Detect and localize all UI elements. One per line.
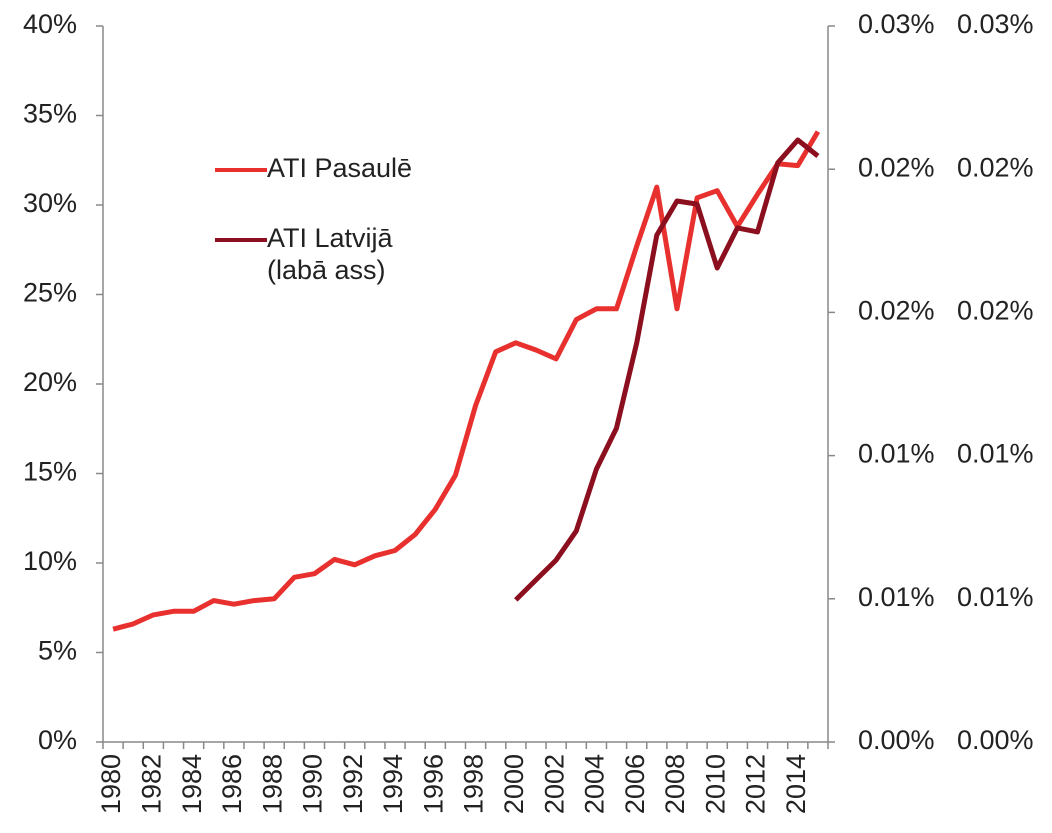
legend-label: ATI Latvijā (labā ass) <box>267 223 393 285</box>
x-tick-label: 1986 <box>217 754 247 814</box>
legend-swatch <box>215 238 267 242</box>
y-tick-label: 10% <box>23 546 77 576</box>
y2-tick-label: 0.01% <box>957 439 1034 469</box>
y2-tick-label: 0.02% <box>957 296 1034 326</box>
legend-label: ATI Pasaulē <box>267 153 413 183</box>
y2-tick-label: 0.02% <box>858 152 935 182</box>
y-tick-label: 40% <box>23 9 77 39</box>
y2-tick-label: 0.03% <box>858 9 935 39</box>
y-tick-label: 20% <box>23 367 77 397</box>
y-tick-label: 30% <box>23 188 77 218</box>
x-tick-label: 1996 <box>418 754 448 814</box>
y2-tick-label: 0.01% <box>858 582 935 612</box>
x-tick-label: 1980 <box>96 754 126 814</box>
y2-tick-label: 0.00% <box>858 725 935 755</box>
series-line <box>514 137 820 602</box>
legend-item: ATI Latvijā (labā ass) <box>215 222 412 286</box>
x-tick-label: 1988 <box>257 754 287 814</box>
y2-tick-label: 0.00% <box>957 725 1034 755</box>
y-tick-label: 25% <box>23 278 77 308</box>
y-tick-label: 0% <box>38 725 77 755</box>
x-tick-label: 1994 <box>378 754 408 814</box>
legend-swatch <box>215 168 267 172</box>
x-tick-label: 1982 <box>136 754 166 814</box>
legend-item: ATI Pasaulē <box>215 152 412 184</box>
y2-tick-label: 0.01% <box>957 582 1034 612</box>
legend: ATI Pasaulē ATI Latvijā (labā ass) <box>215 152 412 324</box>
x-tick-label: 2014 <box>781 754 811 814</box>
y2-tick-label: 0.01% <box>858 439 935 469</box>
y2-tick-label: 0.02% <box>957 152 1034 182</box>
x-tick-label: 2002 <box>539 754 569 814</box>
y-tick-label: 5% <box>38 636 77 666</box>
series-line <box>112 130 821 632</box>
y2-tick-label: 0.03% <box>957 9 1034 39</box>
x-tick-label: 2008 <box>660 754 690 814</box>
x-tick-label: 1984 <box>177 754 207 814</box>
x-tick-label: 2004 <box>580 754 610 814</box>
y-tick-label: 35% <box>23 99 77 129</box>
x-tick-label: 2006 <box>620 754 650 814</box>
x-tick-label: 2010 <box>700 754 730 814</box>
x-tick-label: 1992 <box>338 754 368 814</box>
x-tick-label: 2012 <box>741 754 771 814</box>
y2-tick-label: 0.02% <box>858 296 935 326</box>
x-tick-label: 1990 <box>298 754 328 814</box>
y-tick-label: 15% <box>23 457 77 487</box>
x-tick-label: 2000 <box>499 754 529 814</box>
x-tick-label: 1998 <box>459 754 489 814</box>
